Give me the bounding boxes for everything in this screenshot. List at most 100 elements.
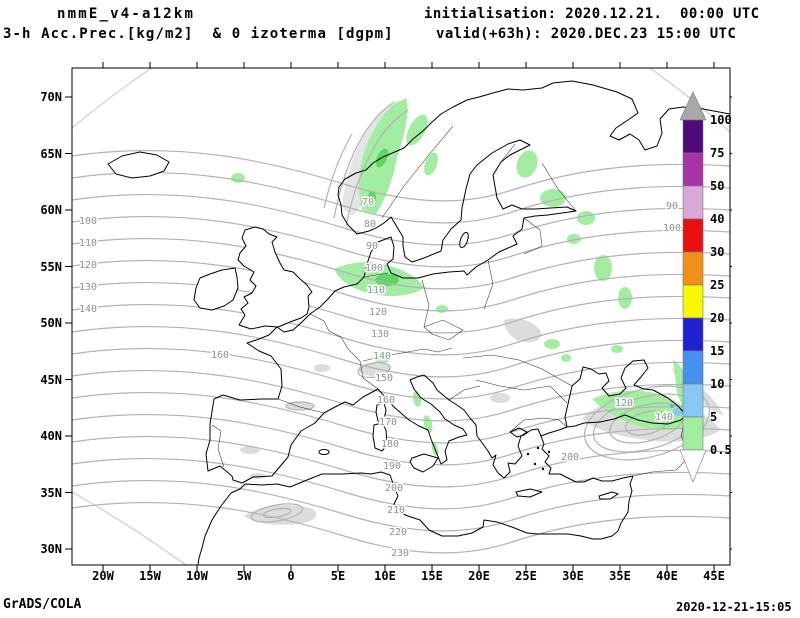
- colorbar-segment: [682, 119, 704, 154]
- credit-text: GrADS/COLA: [3, 597, 82, 612]
- lat-tick-label: 35N: [40, 485, 62, 500]
- colorbar-segment: [682, 350, 704, 385]
- svg-text:100: 100: [663, 223, 681, 234]
- colorbar-underflow-arrow: [679, 449, 707, 483]
- svg-text:110: 110: [367, 285, 385, 296]
- colorbar-segment: [682, 284, 704, 319]
- lon-tick-label: 15E: [421, 569, 443, 583]
- lon-tick-label: 35E: [609, 569, 631, 583]
- colorbar-level-label: 5: [710, 410, 717, 424]
- aegean-islands: [526, 446, 551, 471]
- colorbar: 100 75 50 40 30 25 20 15 10 5 0.5: [679, 91, 732, 483]
- colorbar-segment: [682, 218, 704, 253]
- svg-text:220: 220: [389, 527, 407, 538]
- coastline-iberia-mediterranean: [241, 388, 379, 484]
- axis-ticks: [65, 62, 732, 572]
- svg-text:90: 90: [666, 201, 678, 212]
- lat-tick-label: 60N: [40, 203, 62, 217]
- coastline-sicily: [409, 453, 439, 473]
- lon-tick-label: 25E: [515, 569, 537, 583]
- svg-text:190: 190: [383, 461, 401, 472]
- colorbar-level-label: 30: [710, 245, 724, 259]
- coastline-sardinia: [372, 422, 388, 452]
- lon-tick-label: 20E: [468, 569, 490, 583]
- lat-tick-label: 50N: [40, 316, 62, 330]
- svg-text:110: 110: [79, 238, 97, 249]
- coastline-atlantic-scandinavia: [205, 80, 730, 484]
- svg-text:130: 130: [79, 282, 97, 293]
- colorbar-level-label: 10: [710, 377, 724, 391]
- lon-tick-label: 10W: [186, 569, 208, 583]
- svg-text:200: 200: [385, 483, 403, 494]
- colorbar-level-label: 15: [710, 344, 724, 358]
- lon-tick-label: 30E: [562, 569, 584, 583]
- svg-text:120: 120: [369, 307, 387, 318]
- coastline-balkans-greece: [423, 374, 568, 479]
- lon-tick-label: 40E: [656, 569, 678, 583]
- lat-tick-label: 55N: [40, 259, 62, 274]
- model-name: nmmE_v4-a12km: [57, 6, 196, 22]
- svg-text:120: 120: [79, 260, 97, 271]
- svg-text:120: 120: [615, 398, 633, 409]
- lat-tick-label: 30N: [40, 542, 62, 556]
- colorbar-segment: [682, 152, 704, 187]
- plot-frame: [71, 67, 731, 566]
- coastline-gotland: [459, 231, 469, 249]
- colorbar-segment: [682, 317, 704, 352]
- lon-tick-label: 10E: [374, 569, 396, 583]
- colorbar-level-label: 75: [710, 146, 724, 160]
- lon-tick-label: 45E: [703, 569, 725, 583]
- svg-text:200: 200: [561, 452, 579, 463]
- lon-tick-label: 5E: [330, 569, 346, 583]
- colorbar-level-label: 20: [710, 311, 724, 325]
- svg-text:100: 100: [365, 263, 383, 274]
- colorbar-segment: [682, 185, 704, 220]
- valid-time: valid(+63h): 2020.DEC.23 15:00 UTC: [436, 26, 737, 42]
- svg-text:80: 80: [364, 219, 376, 230]
- svg-text:160: 160: [211, 350, 229, 361]
- map-plot: 70 80 90 100 110 120 130 140 150 160 170 180 190 200 2…: [65, 62, 732, 572]
- svg-text:100: 100: [79, 216, 97, 227]
- lon-tick-label: 0: [287, 569, 295, 583]
- lat-tick-label: 65N: [40, 146, 62, 161]
- field-title: 3-h Acc.Prec.[kg/m2] & 0 izoterma [dgpm]: [3, 26, 394, 42]
- lon-tick-label: 15W: [139, 569, 161, 583]
- colorbar-segment: [682, 383, 704, 418]
- precip-layer: [231, 98, 701, 456]
- svg-text:180: 180: [381, 439, 399, 450]
- svg-text:140: 140: [655, 412, 673, 423]
- init-time: initialisation: 2020.12.21. 00:00 UTC: [424, 6, 760, 22]
- colorbar-level-label: 40: [710, 212, 724, 226]
- svg-text:210: 210: [387, 505, 405, 516]
- coastline-corsica: [375, 402, 387, 422]
- colorbar-level-label: 0.5: [710, 443, 732, 457]
- coastline-ireland: [193, 267, 239, 311]
- svg-text:170: 170: [379, 417, 397, 428]
- svg-text:230: 230: [391, 548, 409, 559]
- border-layer: [211, 125, 691, 477]
- colorbar-level-label: 25: [710, 278, 724, 292]
- lat-tick-label: 40N: [40, 429, 62, 443]
- lon-tick-label: 5W: [236, 569, 252, 583]
- coastline-cyprus: [598, 491, 619, 500]
- coastline-italy: [377, 374, 468, 465]
- lat-tick-label: 45N: [40, 372, 62, 387]
- coastline-layer: [107, 80, 730, 565]
- svg-text:130: 130: [371, 329, 389, 340]
- colorbar-segment: [682, 416, 704, 451]
- colorbar-overflow-arrow: [679, 91, 707, 121]
- colorbar-scale: 100 75 50 40 30 25 20 15 10 5 0.5: [679, 91, 732, 483]
- contour-label-layer: 70 80 90 100 110 120 130 140 150 160 170 180 190 200 2…: [77, 196, 682, 561]
- svg-text:160: 160: [377, 395, 395, 406]
- colorbar-segment: [682, 251, 704, 286]
- coastline-turkey-levant-africa: [197, 435, 634, 565]
- coastline-great-britain: [237, 226, 313, 330]
- lon-tick-label: 20W: [92, 569, 114, 583]
- coastline-mallorca: [318, 449, 330, 455]
- svg-text:150: 150: [375, 373, 393, 384]
- svg-text:140: 140: [79, 304, 97, 315]
- coastline-iceland: [107, 151, 170, 179]
- svg-text:90: 90: [366, 241, 378, 252]
- svg-text:140: 140: [373, 351, 391, 362]
